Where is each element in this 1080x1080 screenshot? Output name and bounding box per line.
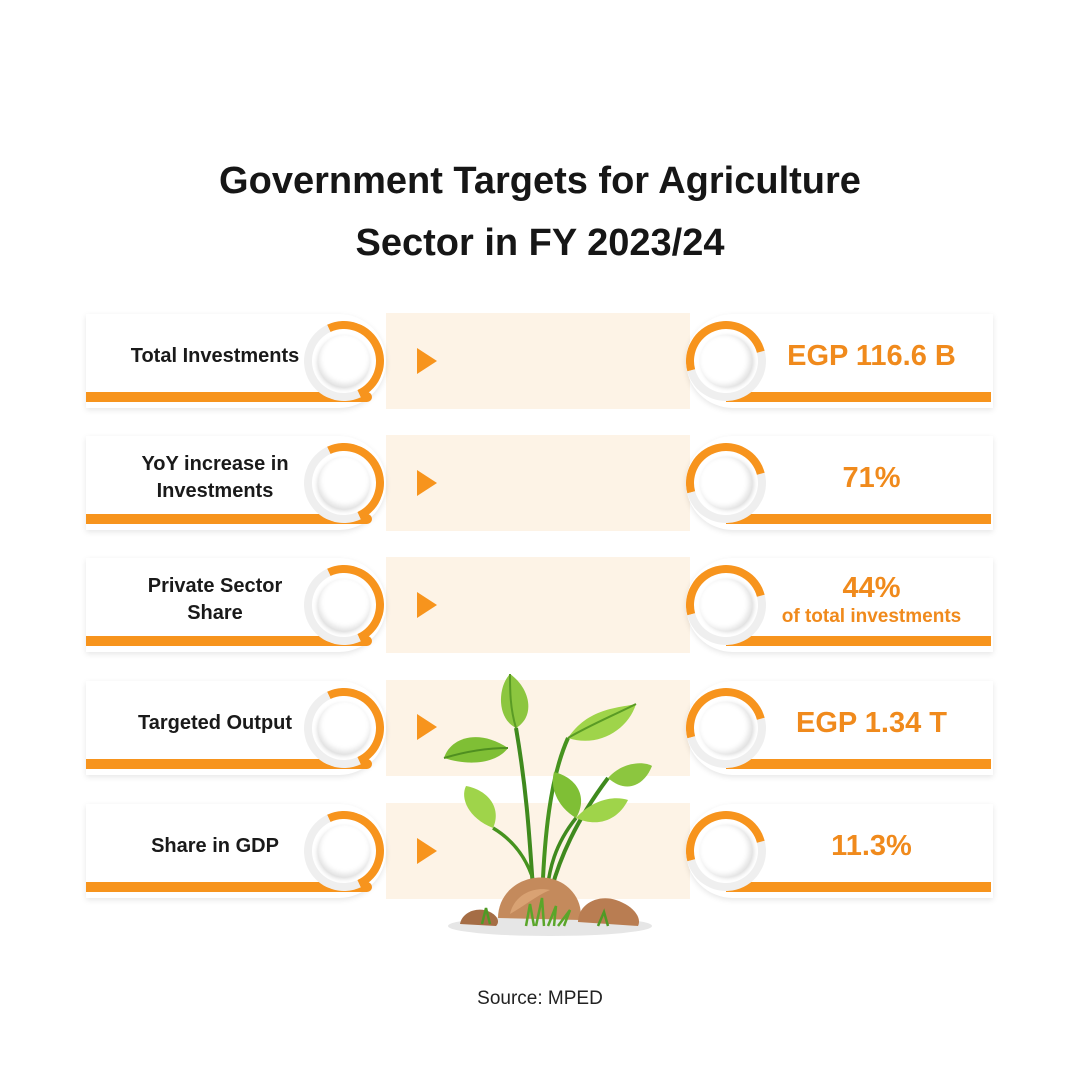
row-4-label-card: Targeted Output	[86, 676, 396, 780]
plant-sprout-illustration-icon	[443, 673, 652, 936]
row-1-label-card: Total Investments	[86, 309, 396, 413]
row-1-label-bar	[86, 392, 372, 402]
row-2-label: YoY increase in Investments	[141, 453, 289, 502]
row-3-label-card: Private Sector Share	[86, 553, 396, 657]
row-4-value: EGP 1.34 T	[796, 707, 947, 739]
row-5-value: 11.3%	[831, 830, 912, 862]
row-5-arrow-icon	[417, 838, 437, 864]
row-5-value-card: 11.3%	[671, 796, 993, 906]
row-3-label-bar	[86, 636, 372, 646]
row-4-value-card: EGP 1.34 T	[671, 673, 993, 783]
row-5-label-card: Share in GDP	[86, 799, 396, 903]
row-3-value: 44% of total investments	[781, 572, 962, 627]
row-1-value-card: EGP 116.6 B	[671, 306, 993, 416]
title-line-2: Sector in FY 2023/24	[355, 222, 725, 264]
row-4-arrow-icon	[417, 714, 437, 740]
row-2-value-card: 71%	[671, 428, 993, 538]
row-4-value-bar	[726, 759, 991, 769]
title-line-1: Government Targets for Agriculture	[219, 160, 861, 202]
row-5-value-bar	[726, 882, 991, 892]
row-3-value-card: 44% of total investments	[671, 550, 993, 660]
row-5-label: Share in GDP	[151, 834, 279, 857]
row-2-value: 71%	[842, 462, 901, 494]
row-5-label-bar	[86, 882, 372, 892]
row-4-label: Targeted Output	[137, 711, 293, 734]
row-2-value-bar	[726, 514, 991, 524]
row-2-label-card: YoY increase in Investments	[86, 431, 396, 535]
row-1-label: Total Investments	[130, 344, 300, 367]
row-1-value-bar	[726, 392, 991, 402]
source-caption: Source: MPED	[477, 988, 603, 1009]
row-4-label-bar	[86, 759, 372, 769]
row-3-arrow-icon	[417, 592, 437, 618]
infographic-title: Government Targets for Agriculture Secto…	[0, 150, 1080, 274]
row-2-arrow-icon	[417, 470, 437, 496]
row-1-arrow-icon	[417, 348, 437, 374]
row-3-label: Private Sector Share	[147, 575, 283, 624]
row-3-value-bar	[726, 636, 991, 646]
row-1-value: EGP 116.6 B	[787, 340, 956, 372]
row-2-label-bar	[86, 514, 372, 524]
